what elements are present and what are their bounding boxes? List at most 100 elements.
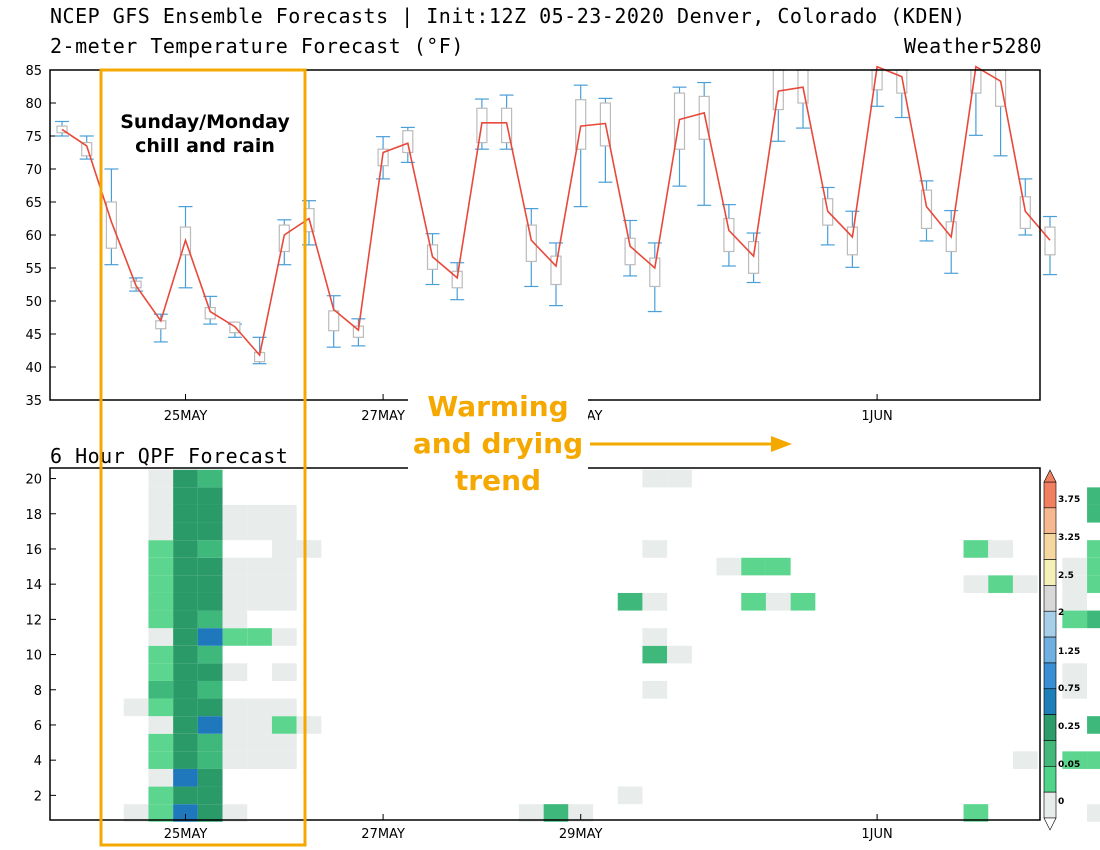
colorbar-segment	[1043, 766, 1057, 793]
qpf-cell	[197, 610, 223, 629]
qpf-cell	[148, 804, 174, 822]
qpf-cell	[197, 698, 223, 717]
qpf-cell	[765, 557, 791, 576]
qpf-cell	[222, 575, 248, 593]
y-tick-label: 50	[25, 295, 42, 310]
qpf-cell	[148, 575, 174, 593]
qpf-cell	[963, 540, 989, 558]
qpf-cell	[173, 628, 198, 646]
qpf-cell	[197, 768, 223, 787]
y-tick-label: 65	[25, 196, 42, 211]
qpf-cell	[642, 628, 668, 646]
qpf-cell	[173, 768, 198, 787]
qpf-cell	[271, 716, 297, 734]
qpf-cell	[148, 786, 174, 805]
brand-label: Weather5280	[904, 34, 1042, 58]
chill-annotation: Sunday/Monday chill and rain	[120, 111, 290, 157]
warming-annotation: Warming and drying trend	[408, 388, 588, 505]
colorbar-label: 2	[1058, 608, 1064, 618]
colorbar-label: 0	[1058, 797, 1064, 807]
qpf-cell	[271, 733, 297, 752]
qpf-cell	[148, 487, 174, 505]
y-tick-label: 10	[25, 649, 42, 664]
qpf-cell	[1087, 804, 1100, 822]
qpf-cell	[247, 592, 272, 611]
y-tick-label: 70	[25, 163, 42, 178]
colorbar-segment	[1043, 585, 1057, 612]
colorbar-label: 3.75	[1058, 495, 1080, 505]
y-tick-label: 60	[25, 229, 42, 244]
y-tick-label: 18	[25, 508, 42, 523]
qpf-cell	[765, 592, 791, 611]
ensemble-box	[525, 224, 537, 263]
qpf-cell	[197, 540, 223, 558]
qpf-cell	[222, 663, 248, 681]
colorbar-label: 0.75	[1058, 684, 1080, 694]
x-tick-label: 29MAY	[559, 827, 603, 842]
colorbar-label: 2.5	[1058, 571, 1074, 581]
qpf-cell	[148, 698, 174, 717]
qpf-cell	[247, 522, 272, 541]
qpf-cell	[148, 469, 174, 488]
qpf-cell	[1062, 663, 1088, 681]
ensemble-box	[1019, 196, 1031, 230]
qpf-cell	[197, 680, 223, 699]
qpf-cell	[173, 522, 198, 541]
qpf-cell	[148, 663, 174, 681]
qpf-cell	[518, 804, 544, 822]
y-tick-label: 75	[25, 130, 42, 145]
qpf-cell	[1012, 751, 1038, 769]
qpf-cell	[247, 628, 272, 646]
ensemble-box	[451, 270, 463, 289]
ensemble-box	[649, 257, 661, 288]
qpf-cell	[197, 663, 223, 681]
y-tick-label: 40	[25, 361, 42, 376]
qpf-cell	[148, 645, 174, 664]
qpf-cell	[222, 522, 248, 541]
qpf-cell	[197, 522, 223, 541]
ensemble-box	[402, 130, 414, 154]
qpf-cell	[148, 522, 174, 541]
qpf-cell	[148, 751, 174, 769]
chart-title: NCEP GFS Ensemble Forecasts | Init:12Z 0…	[50, 4, 966, 28]
y-tick-label: 4	[34, 754, 42, 769]
qpf-cell	[247, 716, 272, 734]
qpf-cell	[148, 540, 174, 558]
qpf-cell	[197, 804, 223, 822]
qpf-cell	[123, 804, 149, 822]
qpf-cell	[222, 751, 248, 769]
qpf-cell	[173, 733, 198, 752]
x-tick-label: 27MAY	[361, 827, 405, 842]
qpf-cell	[642, 592, 668, 611]
x-tick-label: 25MAY	[164, 827, 208, 842]
qpf-cell	[197, 786, 223, 805]
qpf-cell	[197, 469, 223, 488]
qpf-cell	[790, 592, 816, 611]
colorbar-segment	[1043, 740, 1057, 767]
qpf-cell	[197, 645, 223, 664]
qpf-cell	[123, 698, 149, 717]
ensemble-box	[575, 99, 587, 150]
qpf-cell	[271, 628, 297, 646]
ensemble-box	[698, 95, 710, 140]
qpf-cell	[148, 680, 174, 699]
qpf-cell	[148, 716, 174, 734]
qpf-cell	[197, 592, 223, 611]
qpf-cell	[173, 680, 198, 699]
temperature-chart: 354045505560657075808525MAY27MAY29MAY1JU…	[25, 64, 1057, 424]
qpf-cell	[173, 610, 198, 629]
qpf-cell	[1062, 610, 1088, 629]
qpf-cell	[642, 645, 668, 664]
qpf-cell	[148, 557, 174, 576]
y-tick-label: 16	[25, 543, 42, 558]
qpf-cell	[197, 628, 223, 646]
qpf-cell	[222, 504, 248, 523]
qpf-cell	[271, 698, 297, 717]
qpf-cell	[988, 540, 1013, 558]
qpf-cell	[148, 610, 174, 629]
x-tick-label: 1JUN	[861, 827, 892, 842]
qpf-cell	[1087, 751, 1100, 769]
qpf-cell	[173, 663, 198, 681]
qpf-cell	[1062, 557, 1088, 576]
colorbar-segment	[1043, 507, 1057, 534]
